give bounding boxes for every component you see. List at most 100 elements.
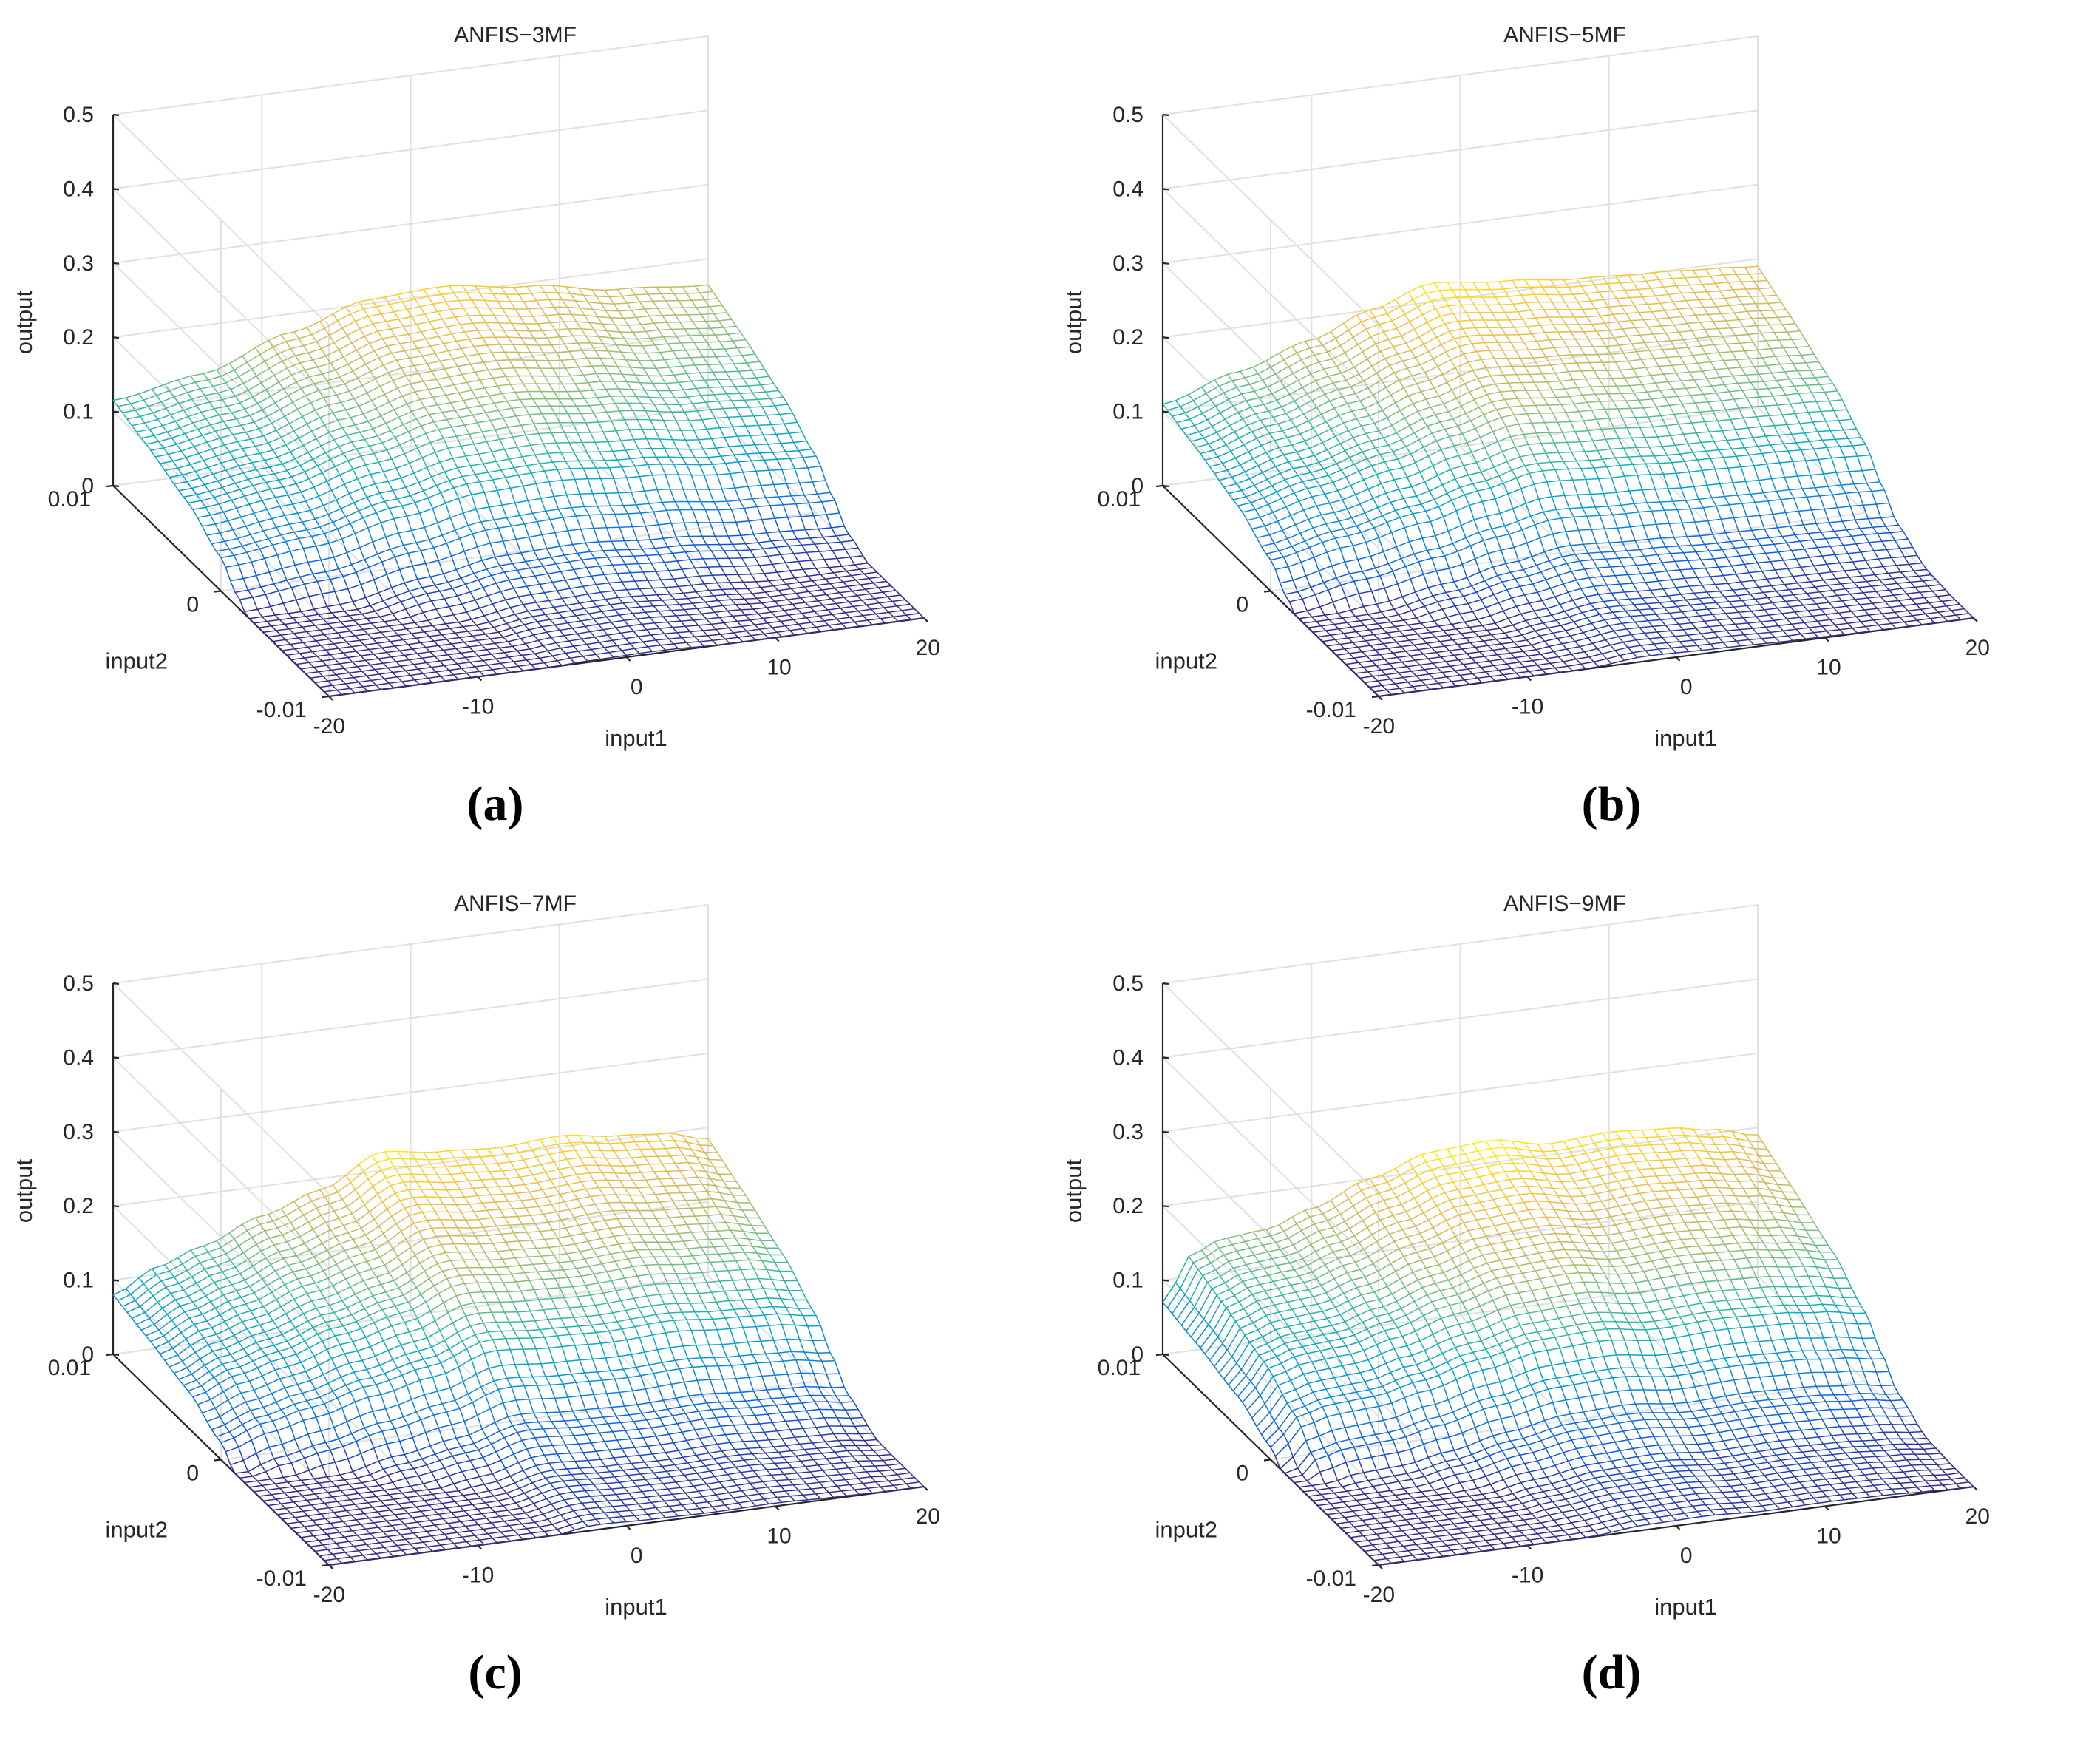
mesh-segment (563, 615, 577, 619)
mesh-segment (401, 396, 408, 404)
mesh-segment (319, 685, 333, 688)
mesh-segment (622, 296, 628, 304)
mesh-segment (668, 637, 682, 639)
mesh-segment (609, 505, 616, 515)
mesh-segment (1401, 596, 1408, 605)
mesh-segment (419, 625, 433, 628)
mesh-segment (668, 456, 675, 465)
mesh-segment (1338, 415, 1345, 424)
mesh-segment (579, 390, 585, 399)
mesh-segment (475, 371, 480, 381)
mesh-segment (658, 611, 664, 617)
mesh-segment (1208, 444, 1214, 451)
mesh-segment (240, 425, 247, 433)
mesh-segment (523, 523, 530, 537)
mesh-segment (1420, 622, 1427, 628)
mesh-segment (540, 498, 546, 512)
mesh-segment (225, 567, 231, 581)
mesh-segment (689, 418, 702, 421)
mesh-segment (200, 500, 207, 508)
mesh-segment (389, 396, 403, 403)
mesh-segment (409, 355, 423, 359)
mesh-segment (616, 288, 623, 297)
mesh-segment (326, 380, 333, 388)
mesh-segment (272, 641, 278, 647)
mesh-segment (358, 301, 364, 310)
mesh-segment (784, 608, 798, 611)
mesh-segment (341, 427, 348, 435)
mesh-segment (1323, 368, 1329, 377)
mesh-segment (400, 665, 407, 671)
mesh-segment (382, 662, 389, 668)
mesh-segment (473, 573, 479, 580)
mesh-segment (665, 381, 679, 384)
mesh-segment (441, 534, 448, 544)
mesh-segment (798, 450, 804, 458)
mesh-segment (396, 357, 410, 361)
mesh-segment (869, 591, 883, 595)
z-tick-mark (1162, 410, 1169, 413)
mesh-segment (845, 610, 859, 614)
mesh-segment (307, 645, 322, 648)
mesh-segment (730, 471, 744, 475)
mesh-segment (399, 343, 406, 351)
mesh-segment (1203, 438, 1209, 445)
mesh-segment (540, 495, 554, 499)
mesh-segment (688, 335, 695, 343)
mesh-segment (214, 430, 221, 438)
mesh-segment (480, 402, 495, 407)
mesh-segment (390, 544, 404, 550)
mesh-segment (699, 292, 705, 300)
mesh-segment (546, 336, 560, 339)
mesh-segment (1330, 634, 1336, 640)
mesh-segment (871, 607, 885, 611)
mesh-segment (563, 321, 569, 330)
mesh-segment (1326, 551, 1333, 566)
mesh-segment (435, 480, 449, 486)
mesh-segment (571, 628, 578, 634)
mesh-segment (1286, 437, 1293, 446)
mesh-segment (465, 657, 471, 663)
mesh-segment (459, 637, 465, 643)
mesh-segment (1376, 680, 1383, 686)
mesh-segment (344, 608, 358, 612)
mesh-segment (616, 572, 631, 574)
mesh-segment (240, 512, 254, 518)
mesh-segment (296, 478, 310, 485)
mesh-segment (449, 402, 456, 411)
mesh-segment (623, 396, 636, 398)
mesh-segment (407, 333, 414, 342)
mesh-segment (596, 373, 602, 382)
mesh-segment (413, 363, 427, 367)
mesh-segment (590, 629, 603, 633)
mesh-segment (646, 438, 652, 449)
mesh-segment (669, 456, 682, 458)
mesh-segment (568, 561, 574, 570)
mesh-segment (495, 658, 501, 664)
mesh-segment (512, 344, 526, 346)
mesh-segment (652, 475, 658, 490)
mesh-segment (358, 679, 372, 683)
mesh-segment (525, 559, 539, 563)
mesh-segment (316, 640, 322, 646)
mesh-segment (461, 572, 475, 579)
mesh-segment (431, 368, 445, 373)
mesh-segment (463, 546, 478, 552)
mesh-segment (211, 444, 225, 450)
mesh-segment (453, 674, 459, 680)
mesh-segment (228, 424, 242, 429)
mesh-segment (268, 334, 282, 342)
mesh-segment (1254, 413, 1261, 421)
mesh-segment (698, 623, 712, 626)
mesh-segment (469, 433, 475, 445)
mesh-segment (1358, 593, 1365, 607)
mesh-segment (472, 635, 478, 641)
mesh-segment (594, 526, 607, 529)
mesh-segment (662, 537, 669, 548)
mesh-segment (593, 616, 607, 619)
mesh-segment (708, 590, 714, 597)
mesh-segment (1463, 664, 1469, 670)
mesh-segment (566, 390, 580, 393)
mesh-segment (442, 410, 455, 413)
mesh-segment (906, 613, 920, 616)
